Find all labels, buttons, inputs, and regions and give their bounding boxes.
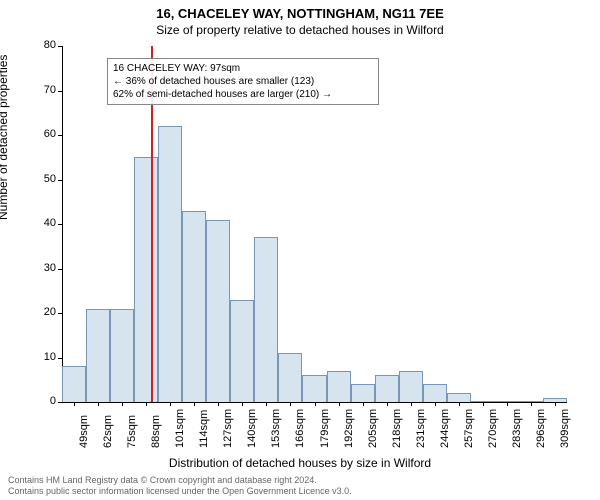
xtick-mark xyxy=(146,402,147,406)
xtick-mark xyxy=(507,402,508,406)
xtick-mark xyxy=(459,402,460,406)
xtick-mark xyxy=(290,402,291,406)
histogram-bar xyxy=(399,371,423,402)
xtick-mark xyxy=(555,402,556,406)
histogram-bar xyxy=(86,309,110,402)
xtick-label: 140sqm xyxy=(246,409,258,448)
histogram-bar xyxy=(62,366,86,402)
xtick-label: 244sqm xyxy=(439,409,451,448)
chart-container: 16, CHACELEY WAY, NOTTINGHAM, NG11 7EE S… xyxy=(0,0,600,500)
histogram-bar xyxy=(302,375,326,402)
xtick-label: 205sqm xyxy=(367,409,379,448)
annotation-line: 62% of semi-detached houses are larger (… xyxy=(113,88,373,101)
ytick-label: 10 xyxy=(28,351,56,363)
xtick-mark xyxy=(122,402,123,406)
ytick-label: 80 xyxy=(28,39,56,51)
xtick-mark xyxy=(363,402,364,406)
histogram-bar xyxy=(230,300,254,402)
xtick-label: 88sqm xyxy=(150,415,162,448)
ytick-label: 0 xyxy=(28,395,56,407)
chart-title: 16, CHACELEY WAY, NOTTINGHAM, NG11 7EE xyxy=(0,0,600,21)
xtick-mark xyxy=(387,402,388,406)
annotation-line: 16 CHACELEY WAY: 97sqm xyxy=(113,62,373,75)
xtick-mark xyxy=(194,402,195,406)
xtick-mark xyxy=(315,402,316,406)
xtick-label: 127sqm xyxy=(222,409,234,448)
xtick-mark xyxy=(170,402,171,406)
xtick-label: 114sqm xyxy=(198,410,210,448)
histogram-bar xyxy=(254,237,278,402)
chart-subtitle: Size of property relative to detached ho… xyxy=(0,21,600,37)
xtick-label: 231sqm xyxy=(415,409,427,448)
footer: Contains HM Land Registry data © Crown c… xyxy=(8,475,592,497)
histogram-bar xyxy=(206,220,230,402)
xtick-label: 192sqm xyxy=(343,409,355,448)
xtick-label: 101sqm xyxy=(174,409,186,448)
ytick-label: 20 xyxy=(28,306,56,318)
xtick-mark xyxy=(339,402,340,406)
xtick-mark xyxy=(218,402,219,406)
xtick-mark xyxy=(266,402,267,406)
histogram-bar xyxy=(278,353,302,402)
xtick-label: 296sqm xyxy=(535,409,547,448)
xtick-mark xyxy=(242,402,243,406)
xtick-label: 62sqm xyxy=(102,415,114,448)
ytick-label: 70 xyxy=(28,84,56,96)
histogram-bar xyxy=(423,384,447,402)
ytick-label: 30 xyxy=(28,262,56,274)
histogram-bar xyxy=(327,371,351,402)
xtick-mark xyxy=(98,402,99,406)
histogram-bar xyxy=(110,309,134,402)
xtick-mark xyxy=(74,402,75,406)
histogram-bar xyxy=(134,157,158,402)
histogram-bar xyxy=(447,393,471,402)
footer-line-1: Contains HM Land Registry data © Crown c… xyxy=(8,475,592,486)
xtick-label: 166sqm xyxy=(294,409,306,448)
annotation-line: ← 36% of detached houses are smaller (12… xyxy=(113,75,373,88)
histogram-bar xyxy=(182,211,206,402)
xtick-mark xyxy=(435,402,436,406)
xtick-mark xyxy=(411,402,412,406)
histogram-bar xyxy=(351,384,375,402)
annotation-box: 16 CHACELEY WAY: 97sqm← 36% of detached … xyxy=(107,58,379,105)
xtick-label: 75sqm xyxy=(126,415,138,448)
xtick-label: 49sqm xyxy=(78,415,90,448)
xtick-label: 283sqm xyxy=(511,409,523,448)
histogram-bar xyxy=(375,375,399,402)
xtick-mark xyxy=(531,402,532,406)
ytick-label: 60 xyxy=(28,128,56,140)
xtick-label: 153sqm xyxy=(270,409,282,448)
ytick-label: 50 xyxy=(28,173,56,185)
xtick-label: 270sqm xyxy=(487,409,499,448)
histogram-bar xyxy=(158,126,182,402)
footer-line-2: Contains public sector information licen… xyxy=(8,486,592,497)
yaxis-label: Number of detached properties xyxy=(0,55,10,220)
xaxis-label: Distribution of detached houses by size … xyxy=(0,456,600,470)
xtick-label: 257sqm xyxy=(463,409,475,448)
xtick-mark xyxy=(483,402,484,406)
ytick-label: 40 xyxy=(28,217,56,229)
xtick-label: 179sqm xyxy=(319,409,331,448)
xtick-label: 309sqm xyxy=(559,409,571,448)
xtick-label: 218sqm xyxy=(391,409,403,448)
